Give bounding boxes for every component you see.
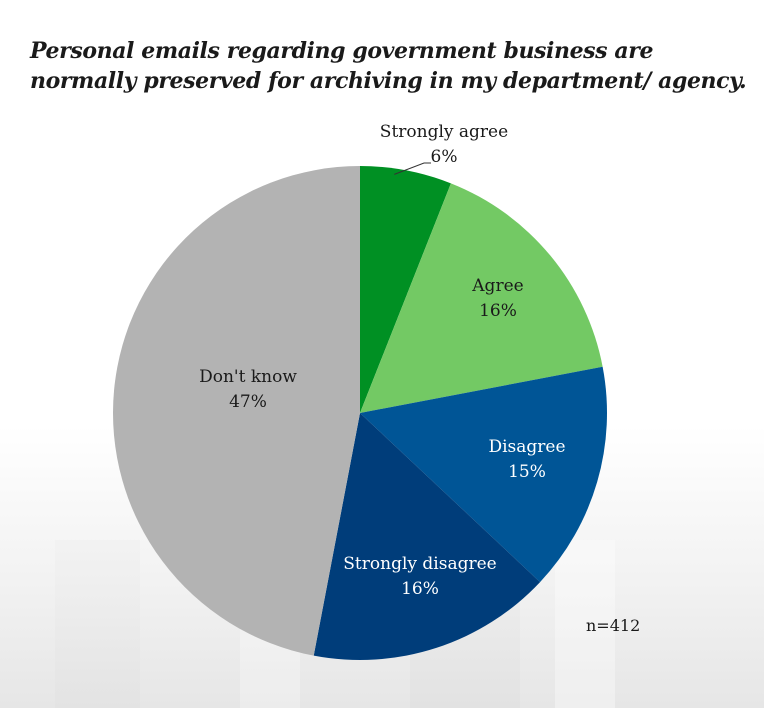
slice-value-disagree: 15% bbox=[508, 462, 546, 482]
slice-value-strongly-agree: 6% bbox=[431, 147, 458, 167]
slice-label-disagree: Disagree bbox=[488, 437, 565, 457]
pie-slices bbox=[113, 166, 607, 660]
pie-labels: Strongly agree 6% Agree 16% Disagree 15% Stron… bbox=[199, 122, 565, 599]
slice-label-strongly-agree: Strongly agree bbox=[380, 122, 508, 142]
pie-slice-strongly-agree bbox=[360, 166, 451, 413]
pie-slice-disagree bbox=[360, 366, 607, 583]
sample-size-note: n=412 bbox=[586, 616, 641, 635]
pie-slice-agree bbox=[360, 183, 603, 413]
background-band bbox=[555, 540, 615, 708]
slice-label-strongly-disagree: Strongly disagree bbox=[343, 554, 496, 574]
chart-title: Personal emails regarding government bus… bbox=[30, 38, 747, 94]
slice-value-strongly-disagree: 16% bbox=[401, 579, 439, 599]
slice-value-don-t-know: 47% bbox=[229, 392, 267, 412]
slice-label-don-t-know: Don't know bbox=[199, 367, 297, 387]
leader-line bbox=[394, 162, 431, 175]
slice-label-agree: Agree bbox=[471, 276, 523, 296]
slice-value-agree: 16% bbox=[479, 301, 517, 321]
pie-slice-strongly-disagree bbox=[313, 413, 541, 660]
pie-slice-don-t-know bbox=[113, 166, 360, 656]
